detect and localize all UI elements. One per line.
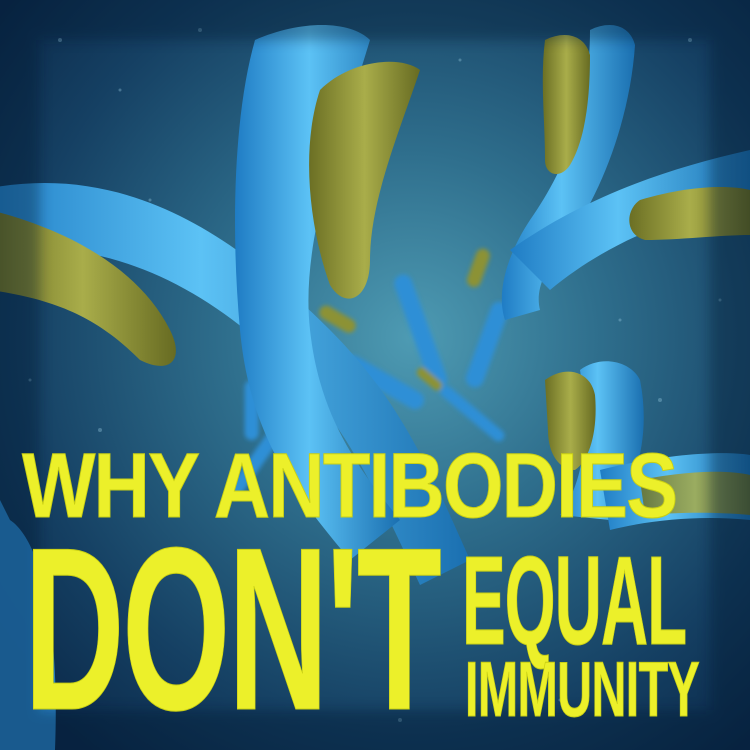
large-antibody-center (235, 25, 420, 560)
